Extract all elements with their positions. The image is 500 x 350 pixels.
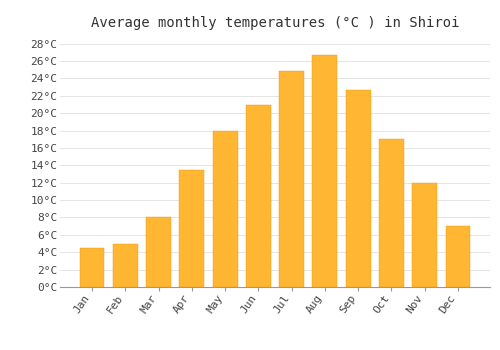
Bar — [80, 248, 104, 287]
Bar — [212, 131, 238, 287]
Bar — [279, 71, 304, 287]
Title: Average monthly temperatures (°C ) in Shiroi: Average monthly temperatures (°C ) in Sh… — [91, 16, 459, 30]
Bar — [446, 226, 470, 287]
Bar — [180, 170, 204, 287]
Bar — [113, 244, 138, 287]
Bar — [346, 90, 370, 287]
Bar — [146, 217, 171, 287]
Bar — [379, 139, 404, 287]
Bar — [412, 183, 437, 287]
Bar — [312, 55, 338, 287]
Bar — [246, 105, 271, 287]
